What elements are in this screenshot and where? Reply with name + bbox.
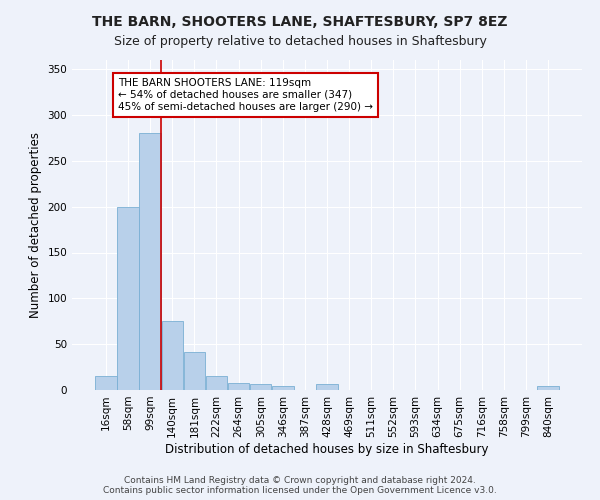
Bar bbox=[184, 352, 205, 390]
Bar bbox=[538, 386, 559, 390]
Text: Contains HM Land Registry data © Crown copyright and database right 2024.
Contai: Contains HM Land Registry data © Crown c… bbox=[103, 476, 497, 495]
Bar bbox=[228, 382, 249, 390]
Bar bbox=[316, 384, 338, 390]
Bar bbox=[117, 206, 139, 390]
Bar bbox=[272, 386, 293, 390]
Text: THE BARN, SHOOTERS LANE, SHAFTESBURY, SP7 8EZ: THE BARN, SHOOTERS LANE, SHAFTESBURY, SP… bbox=[92, 15, 508, 29]
Bar bbox=[206, 376, 227, 390]
X-axis label: Distribution of detached houses by size in Shaftesbury: Distribution of detached houses by size … bbox=[165, 442, 489, 456]
Y-axis label: Number of detached properties: Number of detached properties bbox=[29, 132, 42, 318]
Bar bbox=[95, 376, 116, 390]
Bar bbox=[161, 322, 183, 390]
Text: Size of property relative to detached houses in Shaftesbury: Size of property relative to detached ho… bbox=[113, 35, 487, 48]
Bar bbox=[250, 384, 271, 390]
Bar bbox=[139, 134, 161, 390]
Text: THE BARN SHOOTERS LANE: 119sqm
← 54% of detached houses are smaller (347)
45% of: THE BARN SHOOTERS LANE: 119sqm ← 54% of … bbox=[118, 78, 373, 112]
